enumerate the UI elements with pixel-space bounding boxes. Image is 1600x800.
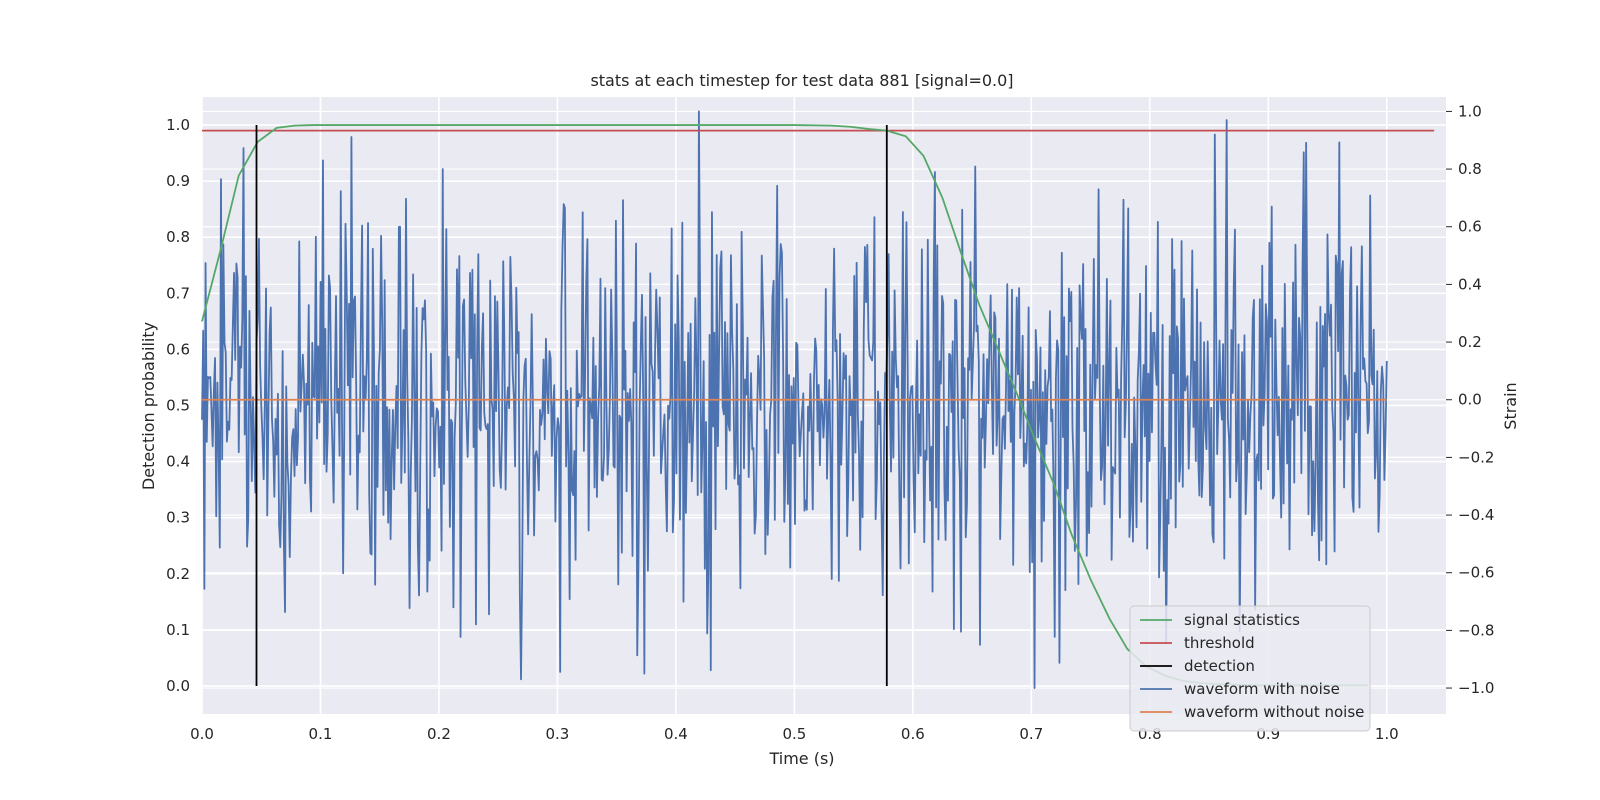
x-tick-label: 0.4 (664, 725, 688, 743)
x-tick-label: 0.2 (427, 725, 451, 743)
y-right-tick-label: −0.6 (1458, 564, 1494, 582)
y-tick-label: 0.1 (166, 621, 190, 639)
series-waveform-with-noise (201, 110, 1388, 689)
legend-label: threshold (1184, 634, 1255, 652)
y-right-tick-label: 0.2 (1458, 333, 1482, 351)
y-tick-label: 0.6 (166, 340, 190, 358)
legend-label: detection (1184, 657, 1255, 675)
x-axis-title: Time (s) (768, 749, 834, 768)
y-axis-title: Detection probability (139, 322, 158, 490)
y-tick-label: 1.0 (166, 116, 190, 134)
y-tick-label: 0.0 (166, 677, 190, 695)
tick-labels: 0.0 0.1 0.2 0.3 0.4 0.5 0.6 0.7 0.8 0.9 1.0 0.0 0.1 0… (166, 102, 1494, 743)
x-tick-label: 0.1 (309, 725, 333, 743)
x-tick-label: 0.0 (190, 725, 214, 743)
legend-label: signal statistics (1184, 611, 1300, 629)
y-tick-label: 0.2 (166, 565, 190, 583)
y-tick-label: 0.7 (166, 284, 190, 302)
legend: signal statistics threshold detection wavef… (1129, 605, 1371, 732)
y-tick-label: 0.9 (166, 172, 190, 190)
y-right-axis-title: Strain (1501, 382, 1520, 429)
x-tick-label: 1.0 (1375, 725, 1399, 743)
x-tick-label: 0.5 (782, 725, 806, 743)
y-tick-label: 0.5 (166, 397, 190, 415)
x-tick-label: 0.7 (1019, 725, 1043, 743)
y-right-tick-label: 0.8 (1458, 160, 1482, 178)
y-right-tick-label: −0.2 (1458, 448, 1494, 466)
chart-title: stats at each timestep for test data 881… (590, 71, 1013, 90)
y-right-tick-label: 0.0 (1458, 391, 1482, 409)
y-right-tick-label: −1.0 (1458, 679, 1494, 697)
y-tick-label: 0.8 (166, 228, 190, 246)
y-tick-label: 0.3 (166, 509, 190, 527)
x-tick-label: 0.3 (545, 725, 569, 743)
y-right-tick-label: −0.8 (1458, 621, 1494, 639)
legend-label: waveform with noise (1184, 680, 1340, 698)
y-right-tick-label: 1.0 (1458, 102, 1482, 120)
y-right-tick-label: 0.6 (1458, 218, 1482, 236)
y-right-tick-label: −0.4 (1458, 506, 1494, 524)
legend-label: waveform without noise (1184, 703, 1364, 721)
x-tick-label: 0.6 (901, 725, 925, 743)
y-tick-label: 0.4 (166, 453, 190, 471)
legend-box (1129, 605, 1371, 732)
y-right-tick-label: 0.4 (1458, 275, 1482, 293)
